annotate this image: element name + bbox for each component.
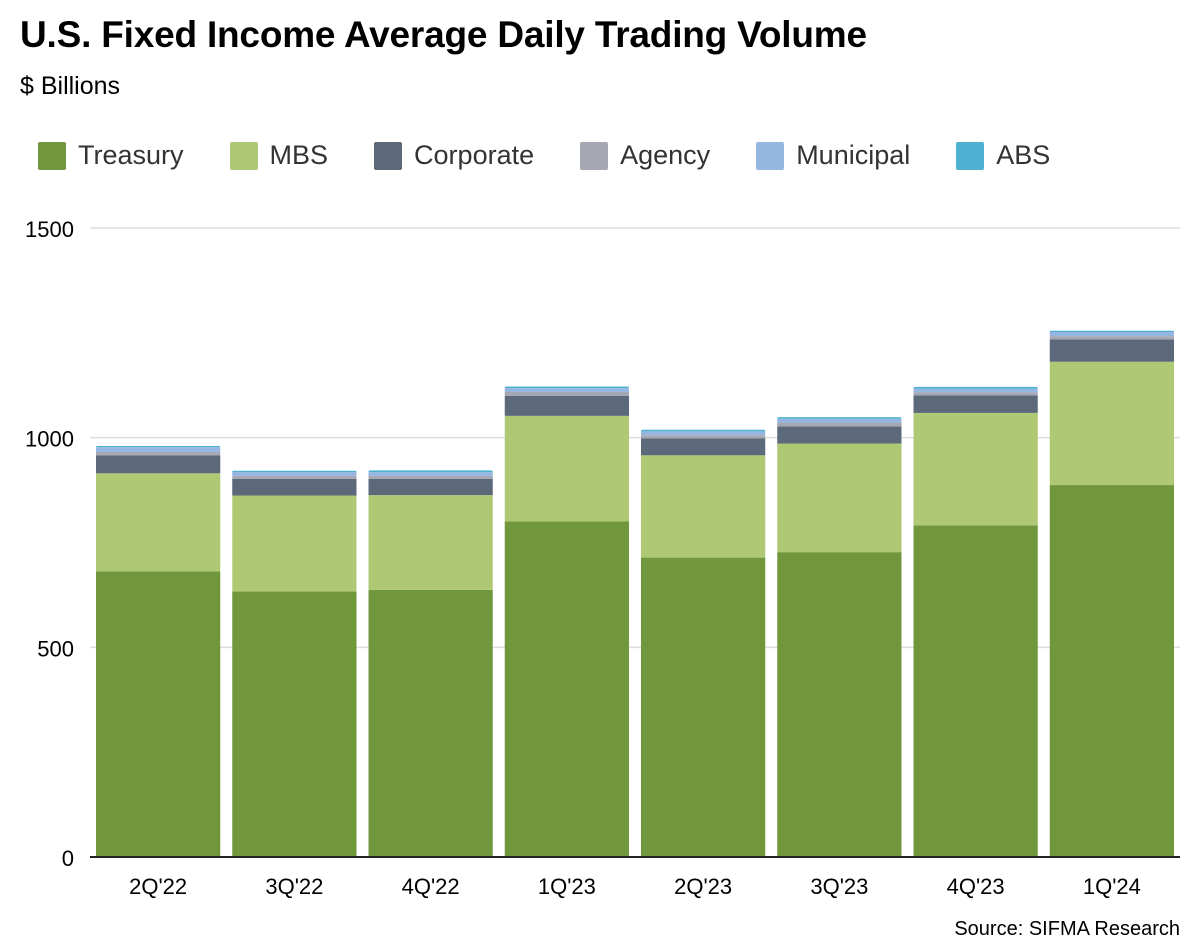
legend-item-agency: Agency <box>580 140 710 171</box>
y-tick-label: 1500 <box>25 217 74 242</box>
x-tick-label: 2Q'23 <box>674 874 732 899</box>
bar-segment-agency <box>1049 336 1174 340</box>
legend-item-corporate: Corporate <box>374 140 534 171</box>
bar-segment-agency <box>232 475 357 479</box>
x-tick-label: 3Q'23 <box>810 874 868 899</box>
bar-segment-mbs <box>368 495 493 590</box>
legend-item-mbs: MBS <box>229 140 329 171</box>
legend-swatch-treasury <box>38 141 66 170</box>
bar-segment-municipal <box>368 472 493 476</box>
chart-subtitle: $ Billions <box>20 72 121 100</box>
legend-label-agency: Agency <box>620 140 711 170</box>
bar-segment-mbs <box>504 415 629 522</box>
legend: Treasury MBS Corporate Agency Municipal … <box>38 140 1096 171</box>
bar-segment-treasury <box>641 557 766 857</box>
bar-segment-treasury <box>504 521 629 857</box>
y-tick-label: 500 <box>37 636 74 661</box>
legend-label-treasury: Treasury <box>78 140 184 170</box>
source-note: Source: SIFMA Research <box>954 918 1180 940</box>
legend-swatch-agency <box>580 141 609 170</box>
bar-segment-mbs <box>96 473 221 572</box>
bar-segment-municipal <box>232 472 357 476</box>
bar-segment-agency <box>641 435 766 439</box>
legend-label-abs: ABS <box>996 140 1051 170</box>
bar-segment-municipal <box>1049 331 1174 337</box>
bar-segment-municipal <box>641 431 766 436</box>
bar-segment-agency <box>777 422 902 427</box>
x-tick-label: 3Q'22 <box>265 874 323 899</box>
bar-segment-treasury <box>96 571 221 857</box>
bar-segment-mbs <box>777 443 902 553</box>
bar-segment-treasury <box>913 525 1038 857</box>
bar-segment-municipal <box>504 388 629 392</box>
bar-segment-treasury <box>777 552 902 857</box>
x-tick-label: 2Q'22 <box>129 874 187 899</box>
bar-segment-mbs <box>913 412 1038 526</box>
bar-segment-corporate <box>96 455 221 474</box>
y-tick-label: 1000 <box>25 427 74 452</box>
bar-segment-corporate <box>504 395 629 416</box>
bar-segment-corporate <box>1049 339 1174 362</box>
bar-segment-municipal <box>96 447 221 452</box>
bar-segment-abs <box>1049 330 1174 332</box>
bar-segment-corporate <box>777 426 902 444</box>
legend-item-abs: ABS <box>956 140 1050 171</box>
legend-label-mbs: MBS <box>269 140 329 170</box>
bar-segment-corporate <box>368 478 493 496</box>
bar-segment-mbs <box>232 495 357 592</box>
bar-segment-agency <box>913 392 1038 396</box>
bar-segment-abs <box>777 417 902 419</box>
legend-item-municipal: Municipal <box>756 140 910 171</box>
bar-segment-mbs <box>1049 361 1174 486</box>
y-tick-label: 0 <box>62 846 74 871</box>
legend-swatch-corporate <box>374 141 403 170</box>
bar-segment-treasury <box>368 589 493 857</box>
bar-segment-agency <box>504 391 629 396</box>
legend-swatch-municipal <box>756 141 785 170</box>
bar-segment-treasury <box>232 591 357 857</box>
bar-segment-abs <box>96 446 221 448</box>
x-tick-label: 4Q'23 <box>947 874 1005 899</box>
legend-swatch-mbs <box>229 141 258 170</box>
legend-label-corporate: Corporate <box>414 140 535 170</box>
bar-segment-abs <box>368 470 493 473</box>
legend-label-municipal: Municipal <box>796 140 911 170</box>
bar-segment-abs <box>504 386 629 389</box>
bar-segment-corporate <box>641 438 766 456</box>
x-tick-label: 1Q'23 <box>538 874 596 899</box>
chart-title: U.S. Fixed Income Average Daily Trading … <box>20 14 867 55</box>
bar-segment-mbs <box>641 455 766 558</box>
bar-segment-treasury <box>1049 485 1174 857</box>
bar-segment-municipal <box>777 418 902 423</box>
bar-segment-abs <box>641 429 766 432</box>
bar-segment-corporate <box>232 478 357 496</box>
bar-segment-agency <box>368 475 493 479</box>
bar-segment-municipal <box>913 388 1038 393</box>
bar-segment-agency <box>96 451 221 456</box>
bar-segment-abs <box>232 470 357 473</box>
legend-swatch-abs <box>956 141 985 170</box>
x-tick-label: 4Q'22 <box>402 874 460 899</box>
bar-segment-abs <box>913 386 1038 389</box>
x-tick-label: 1Q'24 <box>1083 874 1141 899</box>
bar-segment-corporate <box>913 395 1038 413</box>
legend-item-treasury: Treasury <box>38 140 184 171</box>
